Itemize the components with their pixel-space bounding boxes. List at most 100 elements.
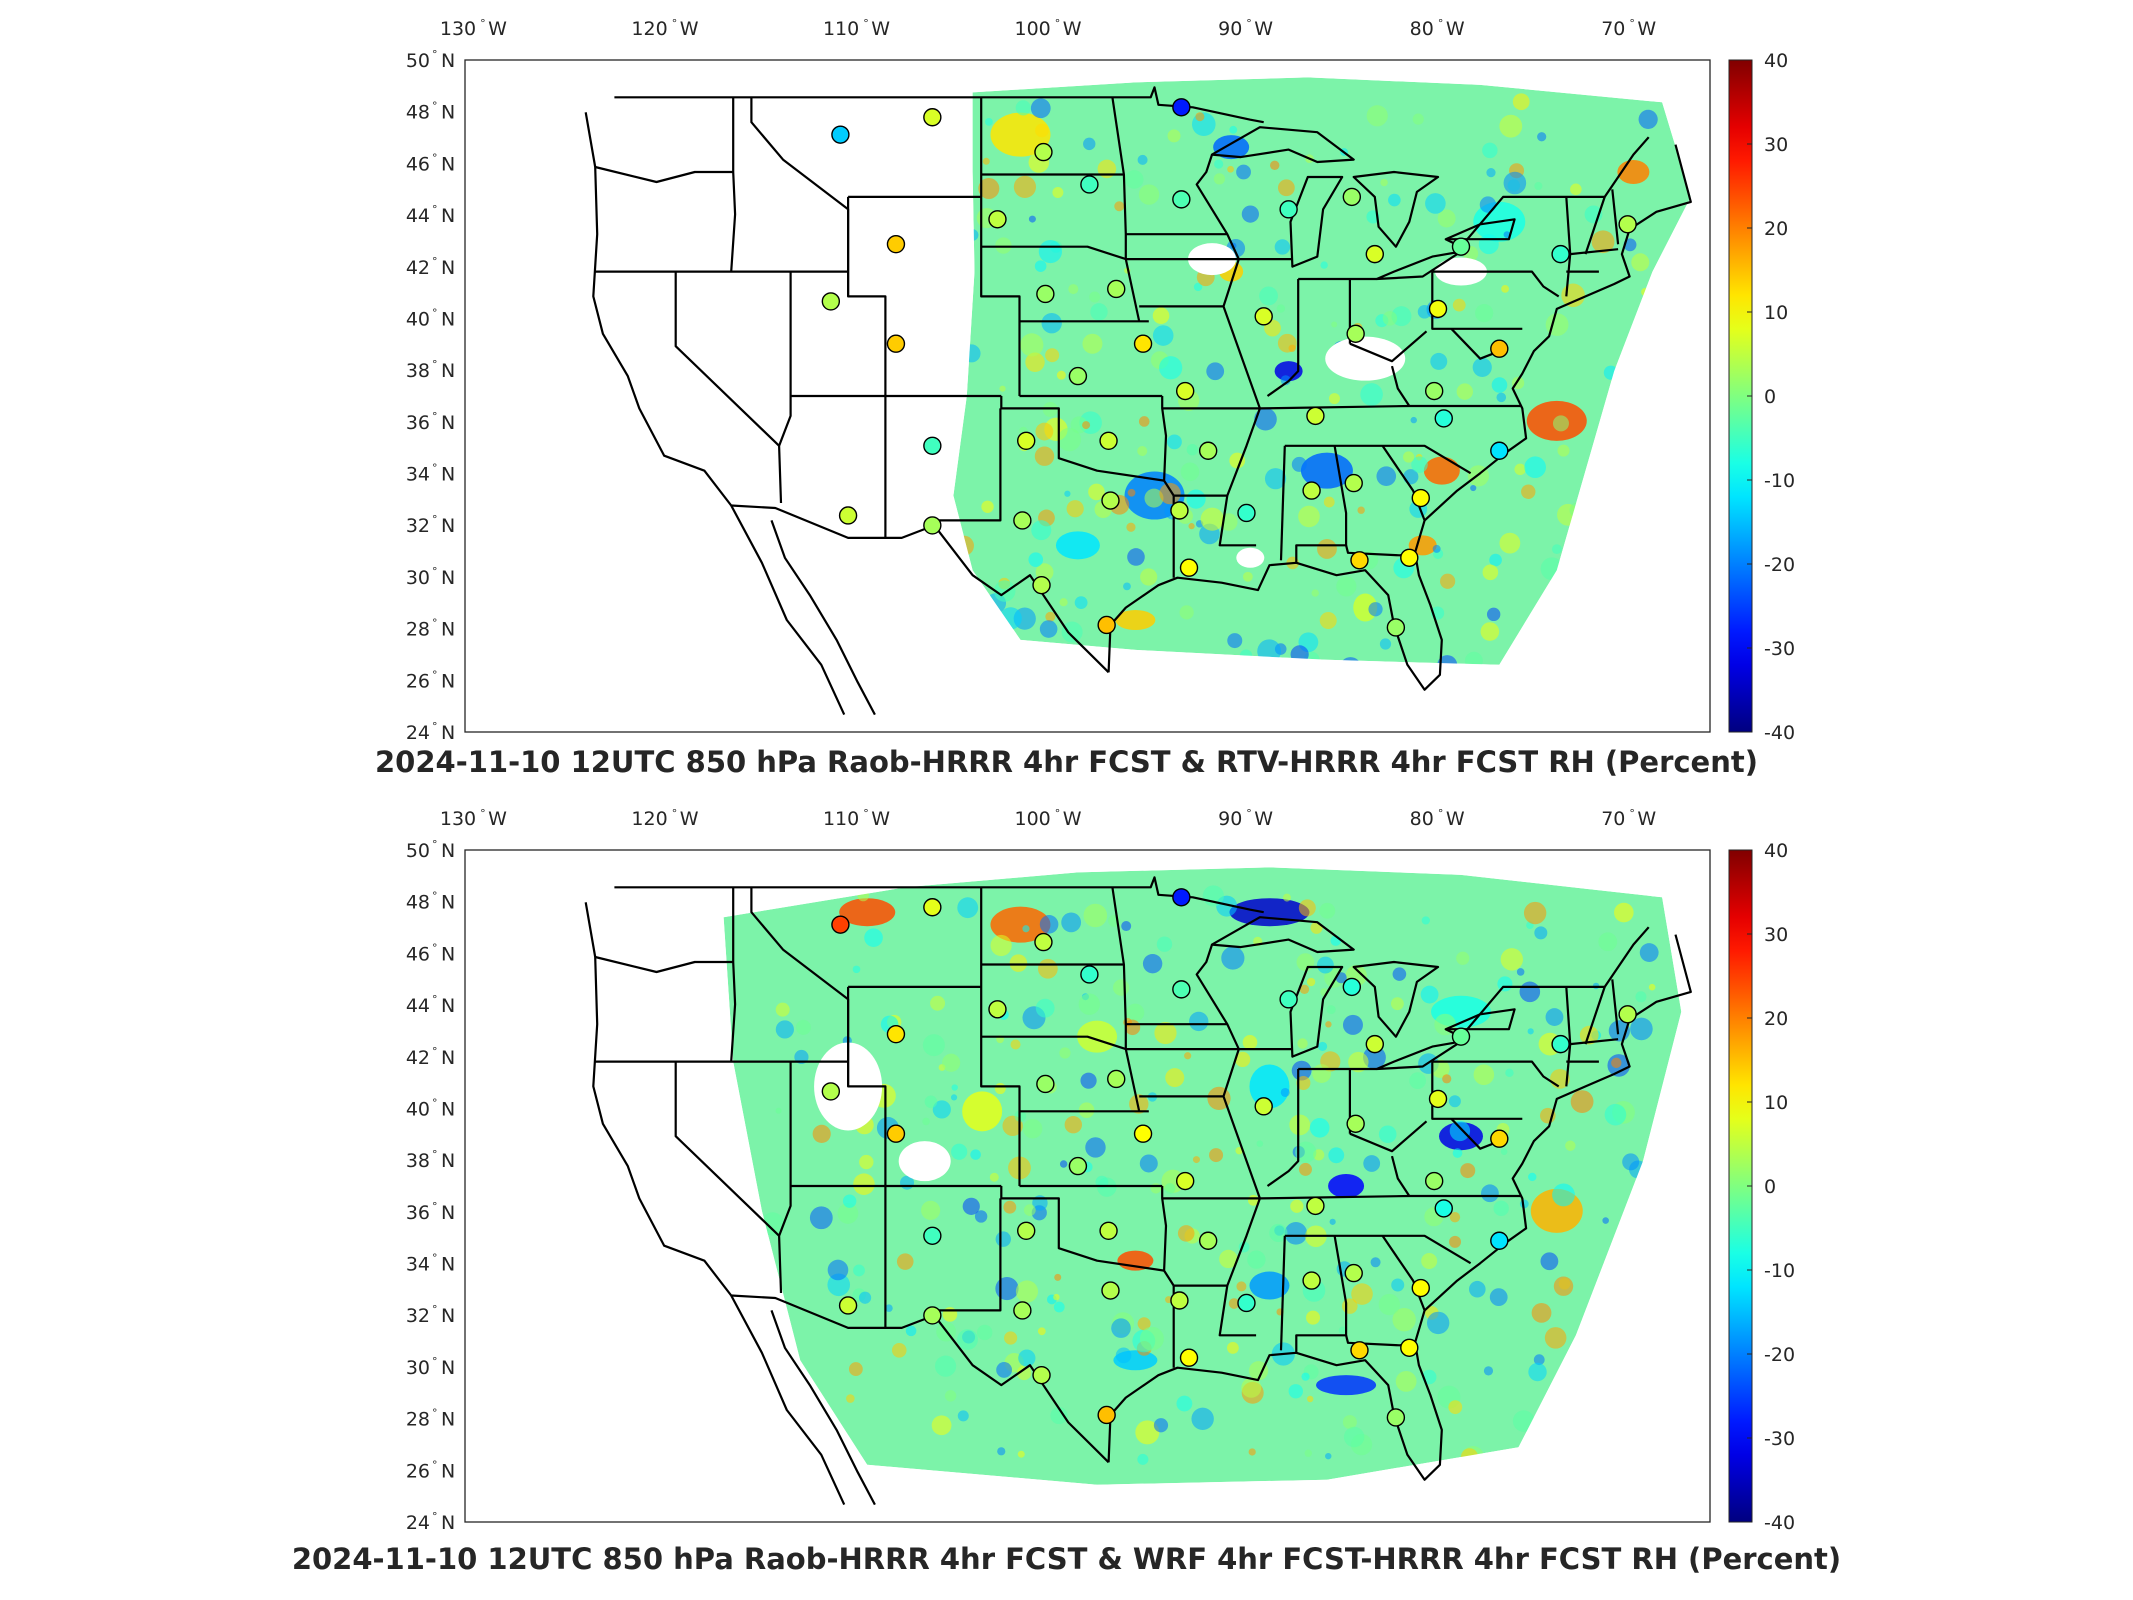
rh-speckle bbox=[853, 1264, 865, 1277]
lat-suffix: N bbox=[441, 1460, 455, 1482]
degree-symbol: ° bbox=[432, 993, 438, 1006]
rh-speckle bbox=[1074, 596, 1088, 610]
rh-speckle bbox=[1242, 571, 1253, 582]
lon-label: 130 bbox=[440, 808, 476, 830]
rh-speckle bbox=[1066, 500, 1084, 518]
raob-station bbox=[1306, 406, 1325, 426]
rh-speckle bbox=[1382, 311, 1398, 326]
rh-anomaly-blob bbox=[1229, 898, 1310, 927]
lat-suffix: N bbox=[441, 412, 455, 434]
rh-speckle bbox=[1298, 899, 1316, 917]
lat-label: 50 bbox=[406, 840, 430, 862]
rh-speckle bbox=[905, 1325, 917, 1337]
rh-speckle bbox=[1309, 1117, 1330, 1138]
state-boundary bbox=[1432, 1060, 1560, 1088]
rh-speckle bbox=[1486, 607, 1501, 622]
rh-speckle bbox=[1284, 1222, 1308, 1245]
lat-suffix: N bbox=[441, 943, 455, 965]
rh-speckle bbox=[1057, 427, 1082, 452]
rh-speckle bbox=[1135, 1420, 1160, 1445]
rh-speckle bbox=[1570, 1090, 1594, 1113]
rh-speckle bbox=[1319, 902, 1336, 919]
raob-station bbox=[1424, 381, 1444, 401]
rh-speckle bbox=[1137, 446, 1148, 457]
rh-speckle bbox=[995, 237, 1012, 254]
rh-speckle bbox=[995, 1231, 1011, 1247]
lon-suffix: W bbox=[1254, 808, 1273, 830]
missing-data bbox=[1325, 336, 1406, 381]
rh-speckle bbox=[1112, 979, 1130, 996]
rh-speckle bbox=[1127, 488, 1136, 497]
rh-speckle bbox=[1630, 1017, 1653, 1041]
lat-label: 26 bbox=[406, 1460, 430, 1482]
raob-station bbox=[1411, 488, 1430, 508]
rh-speckle bbox=[1023, 1204, 1036, 1217]
rh-speckle bbox=[1083, 903, 1108, 928]
lon-label: 90 bbox=[1218, 808, 1242, 830]
state-boundary bbox=[980, 97, 1021, 396]
rh-speckle bbox=[1544, 1327, 1567, 1349]
lat-label: 28 bbox=[406, 619, 430, 641]
rh-speckle bbox=[1264, 468, 1287, 490]
rh-speckle bbox=[930, 995, 946, 1011]
raob-station bbox=[1237, 503, 1256, 523]
rh-speckle bbox=[1496, 392, 1507, 403]
lat-suffix: N bbox=[441, 50, 455, 72]
rh-speckle bbox=[1478, 234, 1499, 255]
rh-speckle bbox=[1167, 129, 1181, 143]
rh-speckle bbox=[1017, 1450, 1025, 1458]
rh-speckle bbox=[1013, 175, 1037, 198]
lon-suffix: W bbox=[488, 18, 507, 40]
raob-station bbox=[1198, 1231, 1218, 1250]
raob-station bbox=[1133, 334, 1153, 353]
rh-speckle bbox=[1417, 304, 1432, 319]
state-boundary bbox=[1161, 396, 1175, 497]
lat-label: 28 bbox=[406, 1409, 430, 1431]
rh-speckle bbox=[1317, 539, 1337, 559]
great-lake-outline bbox=[1444, 1008, 1516, 1031]
degree-symbol: ° bbox=[1055, 807, 1061, 820]
lat-suffix: N bbox=[441, 205, 455, 227]
lat-label: 36 bbox=[406, 412, 430, 434]
rh-speckle bbox=[1516, 968, 1525, 976]
lat-label: 30 bbox=[406, 567, 430, 589]
rh-speckle bbox=[996, 1362, 1013, 1378]
rh-anomaly-blob bbox=[1213, 135, 1250, 160]
rh-speckle bbox=[1054, 1273, 1062, 1281]
rh-speckle bbox=[1533, 1354, 1545, 1366]
rh-anomaly-blob bbox=[1249, 1271, 1290, 1300]
rh-speckle bbox=[1176, 1395, 1193, 1412]
raob-station bbox=[1346, 1114, 1365, 1133]
state-boundary bbox=[594, 165, 734, 184]
degree-symbol: ° bbox=[672, 17, 678, 30]
rh-speckle bbox=[1545, 1008, 1564, 1026]
rh-speckle bbox=[1165, 1068, 1185, 1088]
lat-suffix: N bbox=[441, 670, 455, 692]
degree-symbol: ° bbox=[432, 1252, 438, 1265]
state-boundary bbox=[1381, 445, 1426, 521]
outside-domain bbox=[465, 60, 1710, 732]
raob-station bbox=[1279, 990, 1298, 1009]
rh-speckle bbox=[859, 1154, 874, 1170]
raob-station bbox=[1034, 932, 1053, 952]
rh-speckle bbox=[1082, 333, 1103, 354]
rh-speckle bbox=[1241, 1377, 1262, 1398]
colorbar-label: 40 bbox=[1764, 50, 1788, 72]
lat-label: 36 bbox=[406, 1202, 430, 1224]
raob-station bbox=[821, 292, 841, 311]
lat-label: 44 bbox=[406, 995, 430, 1017]
lon-suffix: W bbox=[488, 808, 507, 830]
rh-speckle bbox=[1452, 1148, 1463, 1158]
missing-data bbox=[1236, 547, 1265, 568]
degree-symbol: ° bbox=[1438, 17, 1444, 30]
rh-speckle bbox=[1540, 1252, 1559, 1271]
state-boundary bbox=[1390, 1155, 1411, 1197]
raob-station bbox=[1302, 1271, 1321, 1290]
rh-speckle bbox=[1127, 548, 1145, 566]
raob-station bbox=[1175, 1171, 1195, 1191]
rh-speckle bbox=[1425, 193, 1446, 214]
rh-speckle bbox=[1378, 1125, 1397, 1144]
baja-coast bbox=[770, 520, 876, 716]
rh-speckle bbox=[848, 1362, 863, 1376]
rh-speckle bbox=[1236, 164, 1251, 180]
